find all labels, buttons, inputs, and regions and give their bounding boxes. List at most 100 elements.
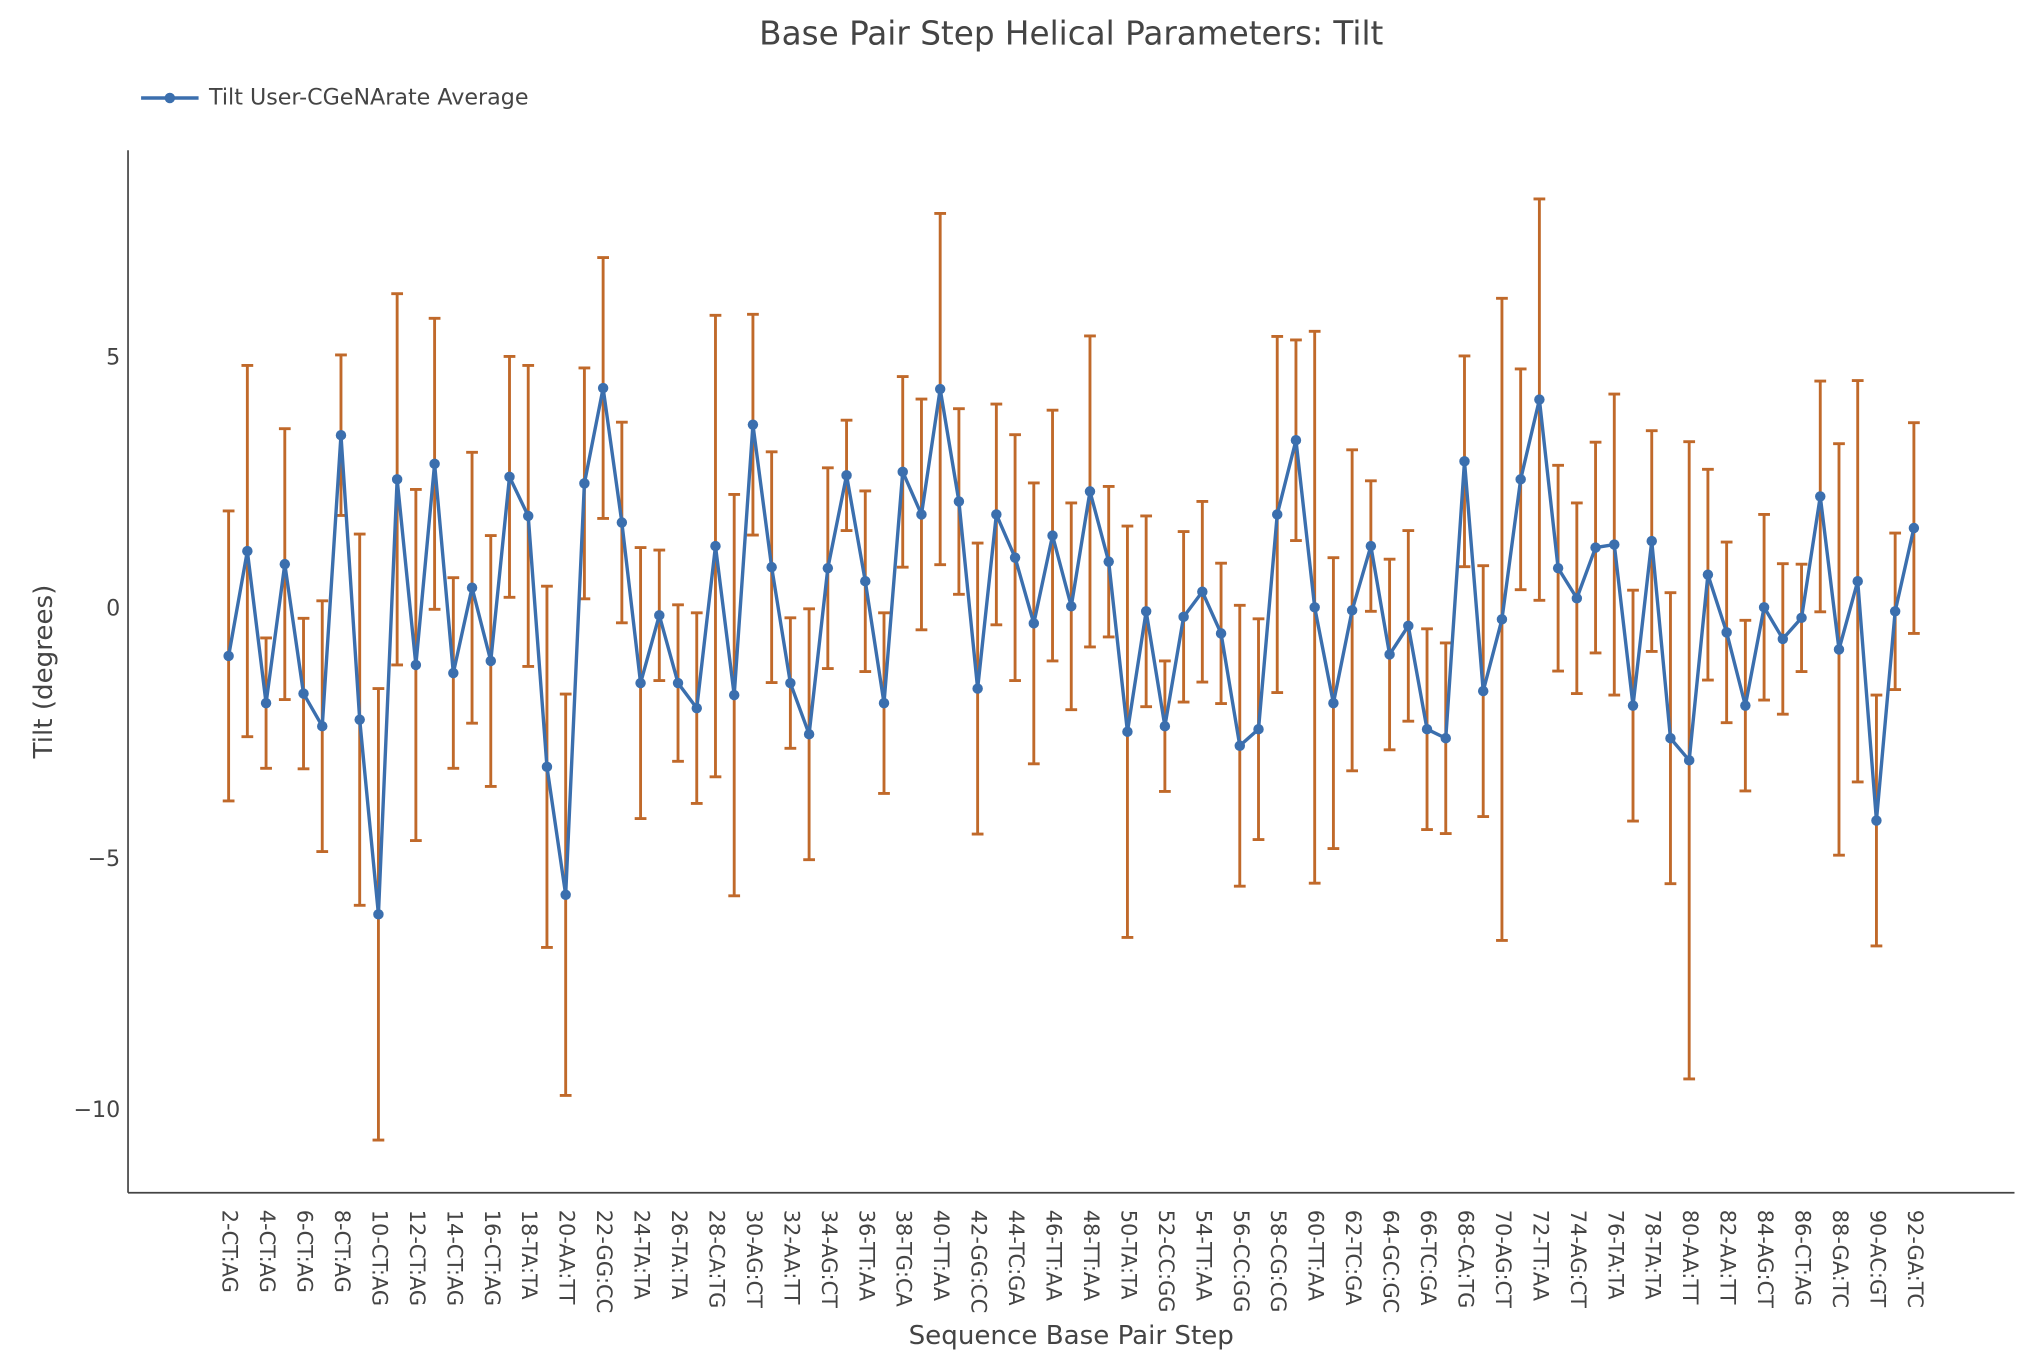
y-tick-label: 5	[106, 344, 120, 370]
data-point	[635, 677, 646, 689]
x-tick-label: 12-CT:AG	[405, 1210, 429, 1306]
x-tick-label: 38-TG:CA	[892, 1210, 916, 1308]
x-tick-label: 34-AG:CT	[817, 1210, 841, 1308]
x-tick-label: 64-GC:GC	[1379, 1210, 1403, 1313]
x-tick-label: 36-TT:AA	[854, 1210, 878, 1302]
x-tick-label: 18-TA:TA	[517, 1210, 541, 1300]
x-tick-label: 92-GA:TC	[1903, 1210, 1927, 1308]
data-point	[1234, 740, 1246, 751]
data-point	[878, 697, 890, 709]
x-tick-label: 8-CT:AG	[330, 1210, 354, 1293]
x-tick-label: 74-AG:CT	[1566, 1210, 1590, 1308]
data-point	[747, 419, 759, 430]
data-point	[1103, 556, 1114, 567]
data-point	[1833, 644, 1845, 655]
x-tick-label: 4-CT:AG	[255, 1210, 279, 1293]
data-point	[1627, 700, 1639, 711]
data-point	[391, 474, 403, 485]
data-point	[1646, 535, 1657, 547]
data-point	[1309, 602, 1320, 613]
x-tick-label: 70-AG:CT	[1491, 1210, 1515, 1308]
data-point	[1609, 539, 1620, 550]
data-point	[1515, 474, 1526, 485]
x-tick-label: 46-TT:AA	[1042, 1210, 1066, 1302]
data-point	[1534, 394, 1545, 405]
x-tick-label: 76-TA:TA	[1603, 1210, 1627, 1300]
data-point	[1889, 606, 1901, 617]
x-tick-label: 14-CT:AG	[442, 1210, 466, 1306]
data-point	[1740, 700, 1751, 711]
x-tick-label: 40-TT:AA	[929, 1210, 953, 1302]
data-point	[672, 677, 684, 689]
data-point	[354, 714, 365, 725]
x-tick-label: 2-CT:AG	[218, 1210, 242, 1293]
data-point	[1815, 491, 1826, 502]
data-point	[1421, 723, 1433, 735]
data-point	[335, 429, 347, 441]
data-point	[1777, 633, 1789, 645]
x-tick-label: 80-AA:TT	[1678, 1210, 1702, 1305]
x-tick-label: 30-AG:CT	[742, 1210, 766, 1308]
data-point	[1908, 522, 1920, 534]
data-point	[1403, 620, 1414, 632]
x-tick-label: 60-TT:AA	[1304, 1210, 1328, 1302]
data-point	[485, 655, 497, 667]
x-tick-label: 24-TA:TA	[630, 1210, 654, 1300]
legend-label: Tilt User-CGeNArate Average	[208, 84, 528, 110]
data-point	[1665, 733, 1676, 744]
data-point	[1552, 562, 1564, 574]
x-tick-label: 84-AG:CT	[1753, 1210, 1777, 1308]
x-tick-label: 54-TT:AA	[1191, 1210, 1215, 1302]
x-tick-label: 28-CA:TG	[704, 1210, 728, 1309]
data-point	[654, 610, 665, 621]
data-point	[541, 761, 553, 773]
data-point	[1758, 602, 1770, 613]
data-point	[410, 659, 422, 671]
x-tick-label: 62-TC:GA	[1341, 1210, 1365, 1307]
data-point	[579, 478, 590, 489]
data-point	[1365, 540, 1377, 552]
data-point	[1459, 456, 1470, 467]
data-point	[317, 720, 328, 732]
x-axis-label: Sequence Base Pair Step	[909, 1321, 1234, 1351]
x-tick-label: 56-CC:GG	[1229, 1210, 1253, 1313]
data-point	[373, 909, 384, 920]
x-tick-label: 20-AA:TT	[555, 1210, 579, 1305]
x-tick-label: 82-AA:TT	[1716, 1210, 1740, 1305]
x-tick-label: 16-CT:AG	[480, 1210, 504, 1306]
x-tick-label: 68-CA:TG	[1453, 1210, 1477, 1309]
data-point	[897, 466, 908, 478]
data-point	[766, 561, 777, 573]
data-point	[1796, 612, 1807, 624]
x-tick-label: 42-GG:CC	[967, 1210, 991, 1313]
x-tick-label: 48-TT:AA	[1079, 1210, 1103, 1302]
y-tick-label: −10	[73, 1097, 120, 1123]
x-tick-label: 50-TA:TA	[1116, 1210, 1140, 1300]
data-point	[1702, 569, 1714, 580]
data-point	[1440, 733, 1451, 744]
data-point	[448, 667, 459, 679]
y-tick-label: −5	[87, 846, 120, 872]
data-point	[1028, 618, 1040, 629]
data-point	[710, 540, 721, 552]
data-point	[1253, 723, 1264, 735]
data-point	[1477, 685, 1489, 697]
x-tick-label: 22-GG:CC	[592, 1210, 616, 1313]
x-tick-label: 58-CG:CG	[1266, 1210, 1290, 1313]
x-tick-label: 32-AA:TT	[779, 1210, 803, 1305]
data-point	[1140, 606, 1152, 617]
data-point	[991, 509, 1002, 520]
data-point	[504, 471, 515, 483]
data-point	[1159, 720, 1171, 732]
data-point	[972, 683, 983, 694]
data-point	[223, 650, 234, 662]
data-point	[785, 677, 796, 689]
data-point	[841, 470, 852, 481]
data-point	[916, 509, 927, 520]
data-point	[1346, 605, 1358, 616]
data-point	[1215, 628, 1227, 639]
data-point	[822, 562, 834, 574]
data-point	[616, 517, 628, 528]
data-point	[260, 697, 272, 709]
